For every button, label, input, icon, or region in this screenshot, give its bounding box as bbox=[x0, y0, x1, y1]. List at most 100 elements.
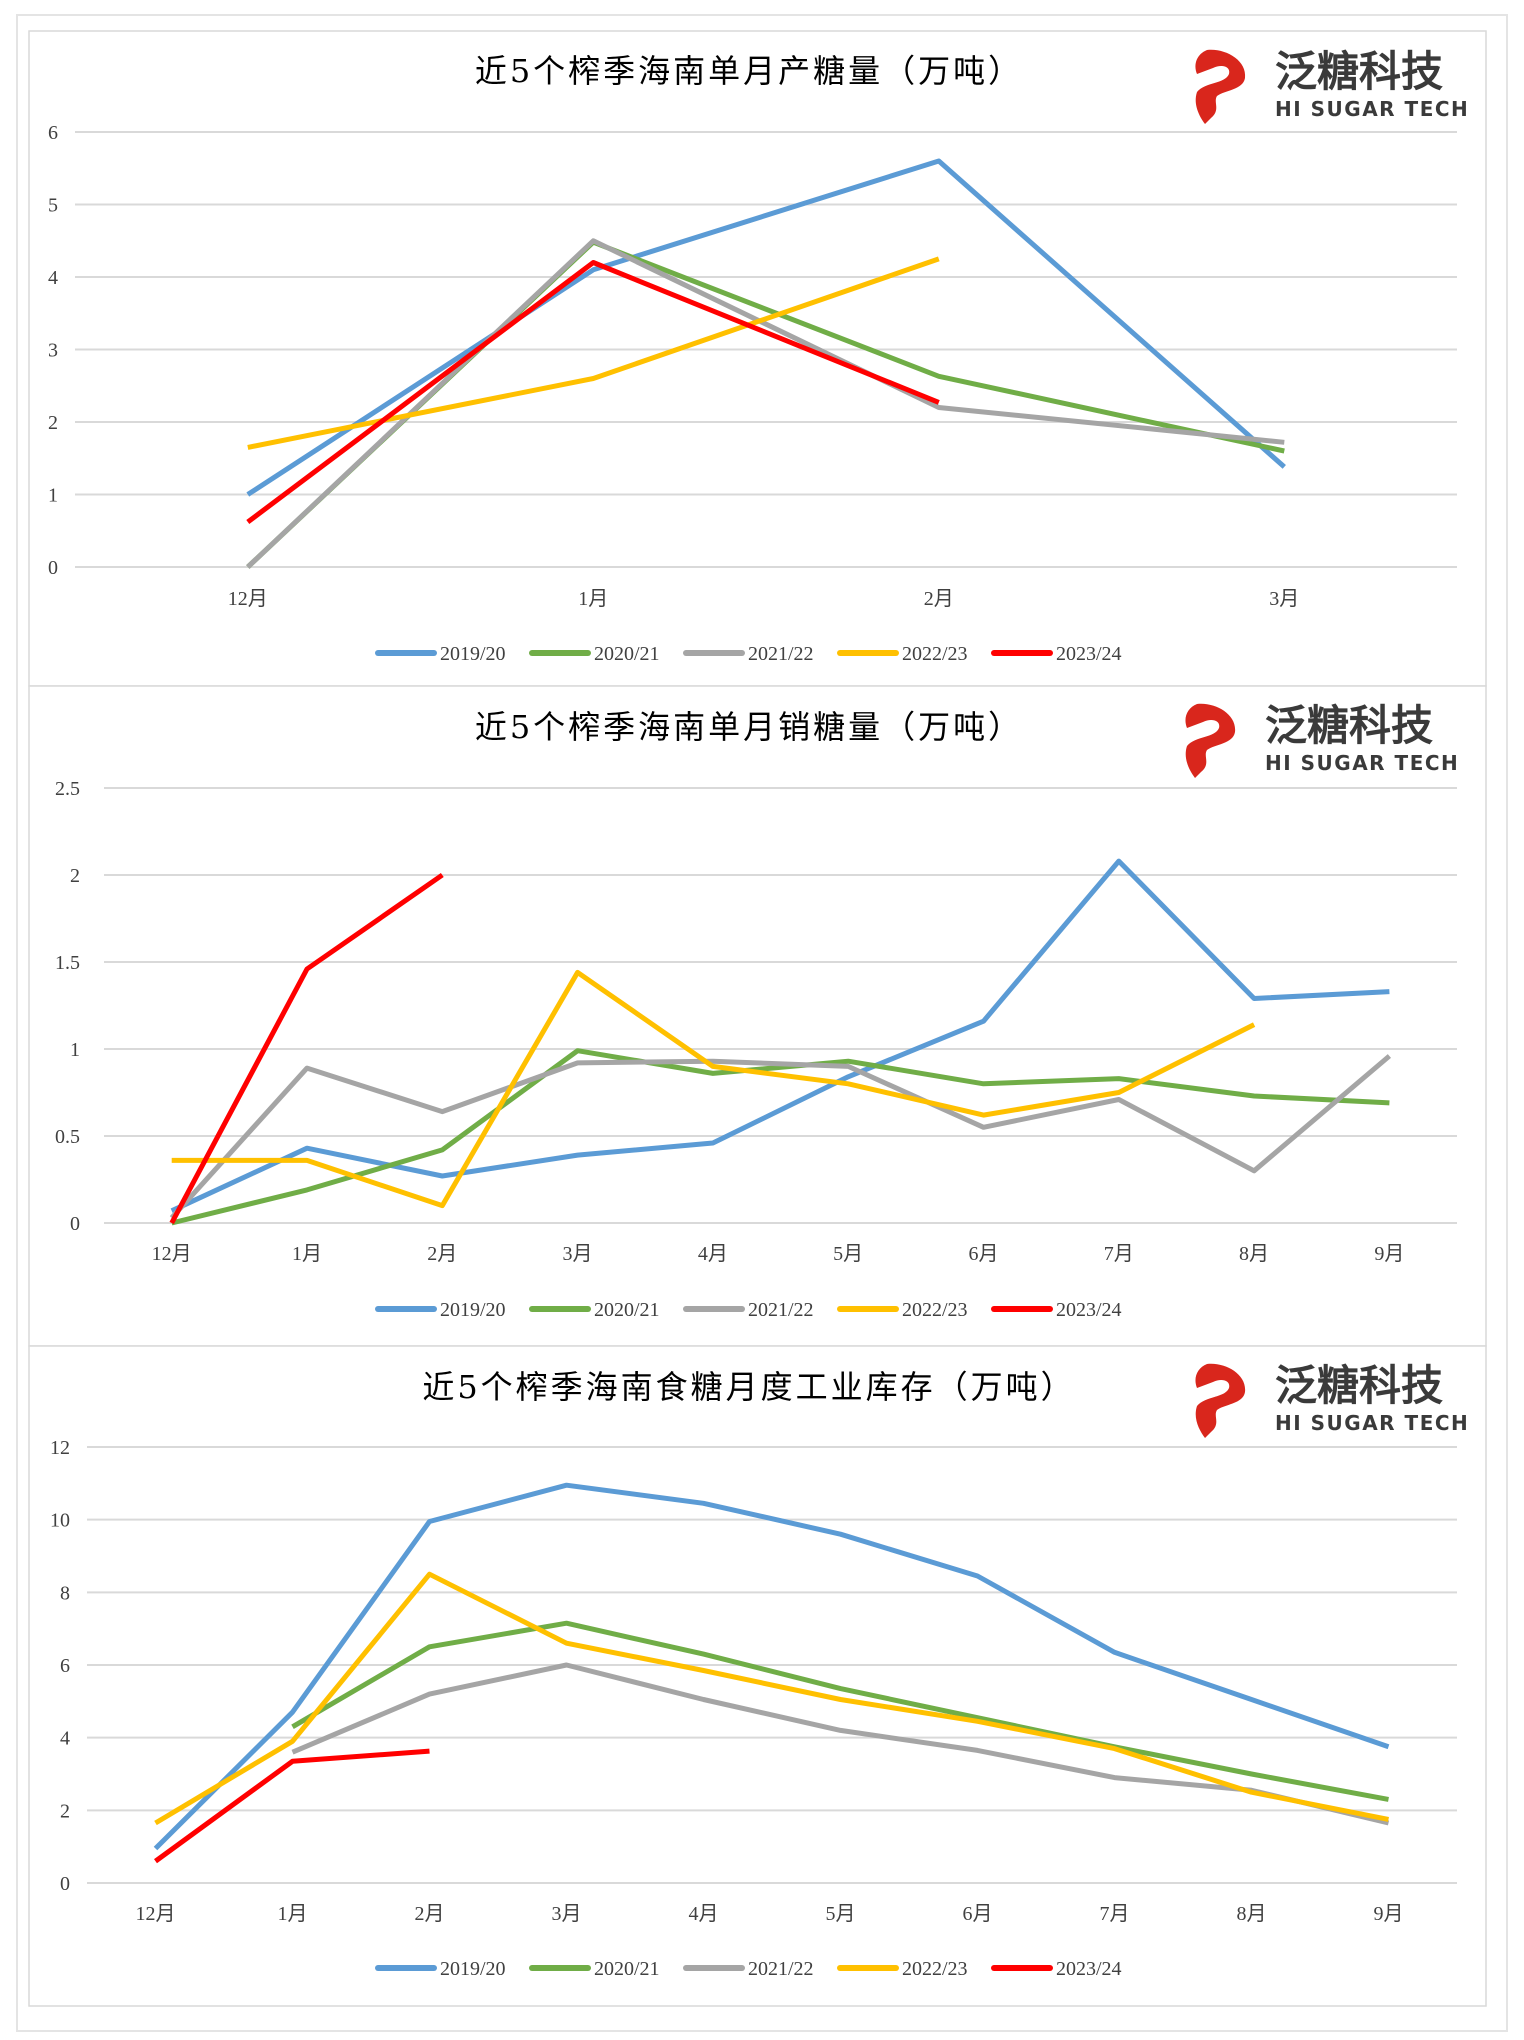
chart-panel bbox=[28, 685, 1487, 1347]
legend-label: 2021/22 bbox=[748, 1958, 814, 1980]
series-line-2022-23 bbox=[171, 969, 1256, 1209]
legend-label: 2023/24 bbox=[1056, 1958, 1122, 1980]
series-line-2023-24 bbox=[169, 872, 444, 1225]
legend-label: 2020/21 bbox=[594, 1958, 660, 1980]
y-tick-label: 2 bbox=[70, 865, 80, 887]
series-line-2019-20 bbox=[170, 858, 1390, 1214]
series-line-2021-22 bbox=[169, 1054, 1392, 1220]
series-line-2020-21 bbox=[291, 1620, 1389, 1802]
y-tick-label: 6 bbox=[60, 1655, 70, 1677]
legend-label: 2022/23 bbox=[902, 1299, 968, 1321]
legend-item[interactable]: 2023/24 bbox=[991, 643, 1122, 665]
x-tick-label: 6月 bbox=[968, 1243, 998, 1265]
x-tick-label: 4月 bbox=[689, 1903, 719, 1925]
logo-cn-text: 泛糖科技 bbox=[1275, 1361, 1443, 1410]
legend-label: 2021/22 bbox=[748, 1299, 814, 1321]
series-line-2019-20 bbox=[246, 158, 1286, 497]
y-tick-label: 12 bbox=[50, 1437, 70, 1459]
logo-en-text: HI SUGAR TECH bbox=[1275, 1411, 1469, 1435]
page-frame bbox=[16, 14, 1508, 2032]
legend-label: 2023/24 bbox=[1056, 643, 1122, 665]
logo-s-icon bbox=[1195, 49, 1246, 124]
y-tick-label: 3 bbox=[48, 340, 58, 362]
legend-label: 2020/21 bbox=[594, 1299, 660, 1321]
x-tick-label: 1月 bbox=[578, 588, 608, 610]
y-tick-label: 8 bbox=[60, 1582, 70, 1604]
logo-s-icon bbox=[1195, 1363, 1246, 1438]
chart-title: 近5个榨季海南单月销糖量（万吨） bbox=[475, 708, 1023, 746]
y-tick-label: 5 bbox=[48, 195, 58, 217]
x-tick-label: 3月 bbox=[563, 1243, 593, 1265]
legend-label: 2021/22 bbox=[748, 643, 814, 665]
y-tick-label: 2 bbox=[48, 412, 58, 434]
y-tick-label: 10 bbox=[50, 1510, 70, 1532]
x-tick-label: 5月 bbox=[826, 1903, 856, 1925]
x-tick-label: 6月 bbox=[963, 1903, 993, 1925]
x-tick-label: 12月 bbox=[152, 1243, 192, 1265]
y-tick-label: 0.5 bbox=[55, 1126, 80, 1148]
y-tick-label: 2.5 bbox=[55, 778, 80, 800]
series-line-2021-22 bbox=[246, 238, 1285, 569]
y-tick-label: 1 bbox=[48, 485, 58, 507]
series-line-2019-20 bbox=[153, 1482, 1390, 1851]
y-tick-label: 4 bbox=[60, 1728, 70, 1750]
legend-item[interactable]: 2023/24 bbox=[991, 1299, 1122, 1321]
legend-item[interactable]: 2020/21 bbox=[529, 1299, 660, 1321]
legend-item[interactable]: 2021/22 bbox=[683, 1958, 814, 1980]
legend-item[interactable]: 2020/21 bbox=[529, 1958, 660, 1980]
x-tick-label: 9月 bbox=[1374, 1243, 1404, 1265]
series-line-2022-23 bbox=[247, 256, 940, 450]
logo-en-text: HI SUGAR TECH bbox=[1265, 751, 1459, 775]
x-tick-label: 7月 bbox=[1104, 1243, 1134, 1265]
x-tick-label: 2月 bbox=[924, 588, 954, 610]
y-tick-label: 1 bbox=[70, 1039, 80, 1061]
y-tick-label: 0 bbox=[70, 1213, 80, 1235]
legend-item[interactable]: 2019/20 bbox=[375, 1299, 506, 1321]
chart-title: 近5个榨季海南食糖月度工业库存（万吨） bbox=[422, 1368, 1075, 1406]
series-line-2021-22 bbox=[291, 1662, 1390, 1826]
legend-item[interactable]: 2023/24 bbox=[991, 1958, 1122, 1980]
chart-panel bbox=[28, 1345, 1487, 2007]
logo-s-icon bbox=[1185, 703, 1236, 778]
legend-label: 2020/21 bbox=[594, 643, 660, 665]
legend-item[interactable]: 2019/20 bbox=[375, 643, 506, 665]
y-tick-label: 2 bbox=[60, 1800, 70, 1822]
y-tick-label: 1.5 bbox=[55, 952, 80, 974]
legend-item[interactable]: 2020/21 bbox=[529, 643, 660, 665]
x-tick-label: 4月 bbox=[698, 1243, 728, 1265]
legend-item[interactable]: 2022/23 bbox=[837, 643, 968, 665]
legend-label: 2022/23 bbox=[902, 643, 968, 665]
x-tick-label: 5月 bbox=[833, 1243, 863, 1265]
logo-cn-text: 泛糖科技 bbox=[1275, 47, 1443, 96]
chart-title: 近5个榨季海南单月产糖量（万吨） bbox=[475, 52, 1023, 90]
x-tick-label: 3月 bbox=[552, 1903, 582, 1925]
legend-item[interactable]: 2021/22 bbox=[683, 643, 814, 665]
legend-item[interactable]: 2019/20 bbox=[375, 1958, 506, 1980]
legend-label: 2019/20 bbox=[440, 1958, 506, 1980]
x-tick-label: 12月 bbox=[136, 1903, 176, 1925]
legend-item[interactable]: 2021/22 bbox=[683, 1299, 814, 1321]
legend-label: 2022/23 bbox=[902, 1958, 968, 1980]
legend-item[interactable]: 2022/23 bbox=[837, 1958, 968, 1980]
series-line-2020-21 bbox=[171, 1048, 1390, 1226]
chart-panel bbox=[28, 30, 1487, 687]
legend-label: 2023/24 bbox=[1056, 1299, 1122, 1321]
legend-label: 2019/20 bbox=[440, 1299, 506, 1321]
x-tick-label: 2月 bbox=[427, 1243, 457, 1265]
x-tick-label: 8月 bbox=[1237, 1903, 1267, 1925]
x-tick-label: 1月 bbox=[292, 1243, 322, 1265]
legend-label: 2019/20 bbox=[440, 643, 506, 665]
x-tick-label: 1月 bbox=[278, 1903, 308, 1925]
x-tick-label: 12月 bbox=[228, 588, 268, 610]
x-tick-label: 9月 bbox=[1374, 1903, 1404, 1925]
legend-item[interactable]: 2022/23 bbox=[837, 1299, 968, 1321]
series-line-2023-24 bbox=[246, 260, 940, 524]
series-line-2023-24 bbox=[154, 1748, 430, 1864]
y-tick-label: 0 bbox=[48, 557, 58, 579]
